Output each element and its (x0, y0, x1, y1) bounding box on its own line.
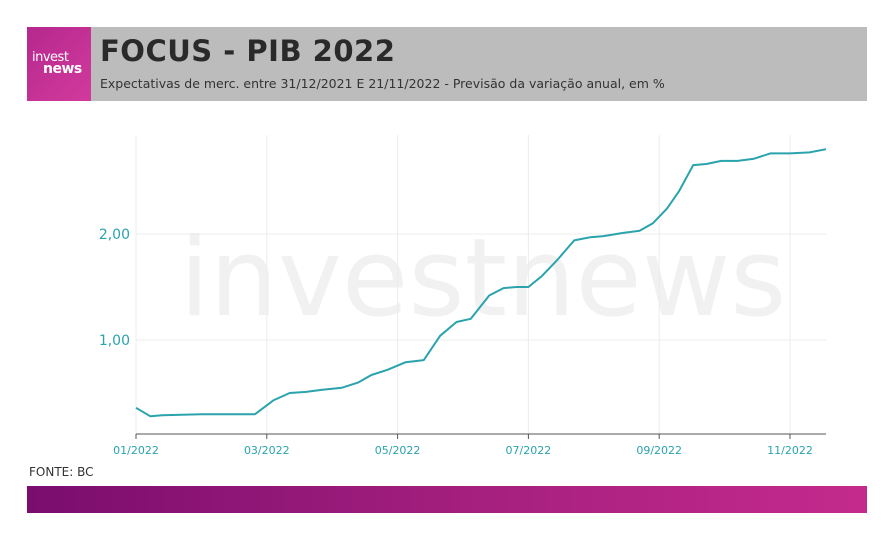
x-tick-label: 03/2022 (244, 444, 290, 457)
x-tick-label: 11/2022 (767, 444, 813, 457)
grid (135, 135, 826, 434)
footer-bar (27, 486, 867, 513)
x-tick-label: 07/2022 (506, 444, 552, 457)
axes (135, 433, 826, 439)
investnews-logo: invest news (27, 27, 91, 101)
source-label: FONTE: BC (29, 465, 94, 479)
logo-text-news: news (43, 61, 82, 77)
x-tick-label: 01/2022 (113, 444, 159, 457)
tick-labels: 01/2022 03/2022 05/2022 07/2022 09/2022 11/20… (99, 227, 813, 457)
chart-title: FOCUS - PIB 2022 (100, 34, 396, 68)
y-tick-label: 1,00 (99, 333, 130, 349)
series-line (135, 148, 827, 418)
watermark: investnews (180, 216, 787, 341)
x-tick-label: 05/2022 (375, 444, 421, 457)
pib-forecast-line (135, 148, 827, 418)
chart-subtitle: Expectativas de merc. entre 31/12/2021 E… (100, 76, 665, 91)
y-tick-label: 2,00 (99, 227, 130, 243)
x-tick-label: 09/2022 (636, 444, 682, 457)
logo-text-invest: invest (32, 50, 69, 65)
chart-header: invest news FOCUS - PIB 2022 Expectativa… (27, 27, 867, 101)
